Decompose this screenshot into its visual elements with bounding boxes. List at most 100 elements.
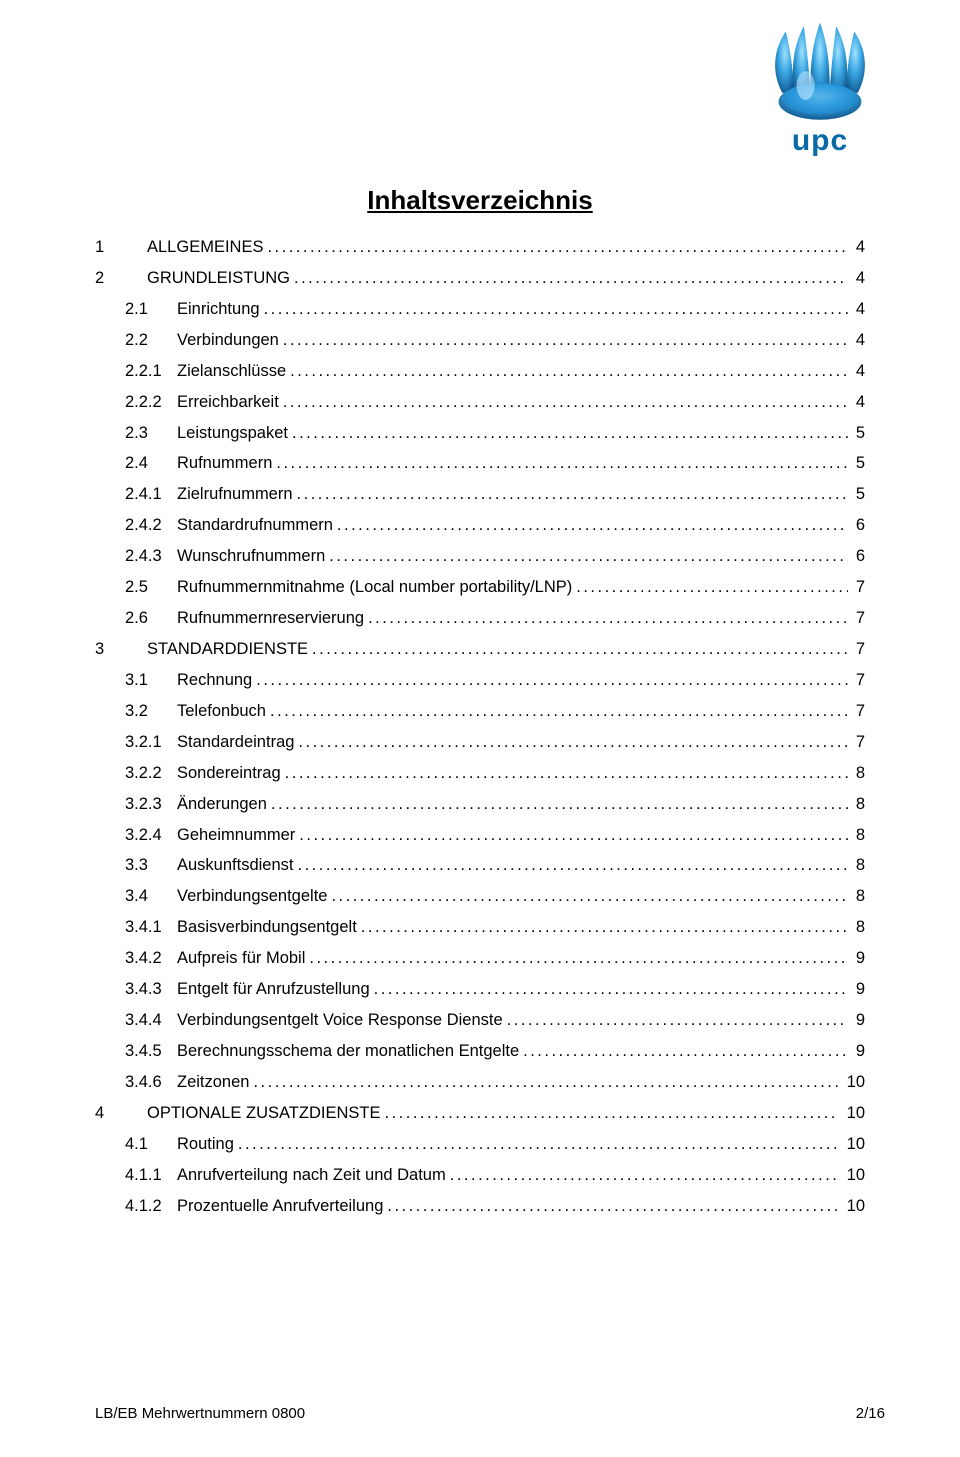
toc-entry[interactable]: 2.4.2Standardrufnummern6 (95, 514, 865, 538)
toc-leader (309, 947, 847, 971)
toc-leader (256, 669, 848, 693)
toc-leader (331, 885, 847, 909)
toc-entry[interactable]: 4OPTIONALE ZUSATZDIENSTE10 (95, 1102, 865, 1126)
toc-entry-page: 7 (852, 607, 865, 631)
toc-entry[interactable]: 3.4.4Verbindungsentgelt Voice Response D… (95, 1009, 865, 1033)
toc-leader (238, 1133, 839, 1157)
toc-entry-text: Standardeintrag (177, 731, 294, 755)
toc-entry[interactable]: 3.4.1Basisverbindungsentgelt8 (95, 916, 865, 940)
toc-entry-page: 8 (852, 916, 865, 940)
brand-logo: upc (755, 22, 885, 158)
toc-entry-page: 7 (852, 669, 865, 693)
toc-entry[interactable]: 3.1Rechnung7 (95, 669, 865, 693)
toc-leader (283, 391, 848, 415)
toc-entry-number: 3.4.6 (125, 1071, 177, 1095)
toc-entry-page: 8 (852, 762, 865, 786)
toc-leader (299, 824, 848, 848)
footer-right: 2/16 (856, 1405, 885, 1422)
toc-entry[interactable]: 3.4.5Berechnungsschema der monatlichen E… (95, 1040, 865, 1064)
toc-entry[interactable]: 2.6Rufnummernreservierung 7 (95, 607, 865, 631)
brand-wordmark: upc (755, 124, 885, 158)
toc-entry[interactable]: 3.3Auskunftsdienst8 (95, 854, 865, 878)
toc-leader (283, 329, 848, 353)
toc-entry-text: Verbindungsentgelt Voice Response Dienst… (177, 1009, 503, 1033)
toc-entry[interactable]: 3.2.2Sondereintrag8 (95, 762, 865, 786)
toc-entry[interactable]: 2.2Verbindungen4 (95, 329, 865, 353)
toc-entry[interactable]: 4.1.1Anrufverteilung nach Zeit und Datum… (95, 1164, 865, 1188)
toc-entry-page: 9 (852, 1009, 865, 1033)
toc-entry-number: 3.2.1 (125, 731, 177, 755)
toc-entry-page: 7 (852, 576, 865, 600)
toc-leader (450, 1164, 839, 1188)
toc-entry-text: Routing (177, 1133, 234, 1157)
toc-entry-number: 2.4.3 (125, 545, 177, 569)
toc-leader (253, 1071, 838, 1095)
toc-entry[interactable]: 2.1Einrichtung 4 (95, 298, 865, 322)
toc-entry-number: 2.4.2 (125, 514, 177, 538)
toc-leader (387, 1195, 838, 1219)
toc-entry-number: 2.4.1 (125, 483, 177, 507)
toc-entry-page: 7 (852, 700, 865, 724)
toc-entry[interactable]: 2.4.3Wunschrufnummern6 (95, 545, 865, 569)
toc-leader (523, 1040, 848, 1064)
toc-entry-page: 6 (852, 514, 865, 538)
toc-entry-number: 3.4.5 (125, 1040, 177, 1064)
toc-entry[interactable]: 3.2Telefonbuch7 (95, 700, 865, 724)
toc-entry-number: 2.2.2 (125, 391, 177, 415)
toc-leader (292, 422, 848, 446)
toc-leader (267, 236, 847, 260)
toc-entry[interactable]: 3.4Verbindungsentgelte8 (95, 885, 865, 909)
toc-entry[interactable]: 2.2.2Erreichbarkeit4 (95, 391, 865, 415)
toc-entry-page: 7 (852, 638, 865, 662)
toc-entry[interactable]: 3.2.4Geheimnummer8 (95, 824, 865, 848)
toc-entry[interactable]: 1ALLGEMEINES4 (95, 236, 865, 260)
toc-entry-number: 2.3 (125, 422, 177, 446)
toc-entry[interactable]: 3.2.3Änderungen8 (95, 793, 865, 817)
toc-entry-text: Einrichtung (177, 298, 260, 322)
toc-entry[interactable]: 2GRUNDLEISTUNG4 (95, 267, 865, 291)
toc-entry-page: 10 (843, 1071, 865, 1095)
toc-entry-page: 4 (852, 391, 865, 415)
toc-entry[interactable]: 2.2.1Zielanschlüsse4 (95, 360, 865, 384)
toc-entry-number: 3.3 (125, 854, 177, 878)
toc-entry[interactable]: 3.4.2Aufpreis für Mobil9 (95, 947, 865, 971)
toc-entry[interactable]: 2.3Leistungspaket5 (95, 422, 865, 446)
toc-leader (374, 978, 848, 1002)
toc-entry-page: 10 (843, 1133, 865, 1157)
toc-entry-page: 4 (852, 298, 865, 322)
toc-leader (271, 793, 848, 817)
toc-leader (264, 298, 848, 322)
toc-entry-text: Zielanschlüsse (177, 360, 286, 384)
toc-entry-text: Rufnummernreservierung (177, 607, 364, 631)
toc-entry-number: 3.2.4 (125, 824, 177, 848)
toc-entry-page: 9 (852, 1040, 865, 1064)
toc-entry[interactable]: 3.4.3Entgelt für Anrufzustellung9 (95, 978, 865, 1002)
toc-entry-number: 2.2.1 (125, 360, 177, 384)
toc-entry[interactable]: 3.4.6Zeitzonen10 (95, 1071, 865, 1095)
toc-entry-page: 7 (852, 731, 865, 755)
toc-entry[interactable]: 2.4Rufnummern5 (95, 452, 865, 476)
toc-entry[interactable]: 4.1.2Prozentuelle Anrufverteilung10 (95, 1195, 865, 1219)
toc-leader (329, 545, 848, 569)
toc-entry-number: 4.1.2 (125, 1195, 177, 1219)
page: upc Inhaltsverzeichnis 1ALLGEMEINES4 2GRU… (0, 0, 960, 1457)
toc-leader (297, 483, 848, 507)
toc-entry-number: 3 (95, 638, 147, 662)
toc-entry-number: 4 (95, 1102, 147, 1126)
toc-entry[interactable]: 3.2.1Standardeintrag 7 (95, 731, 865, 755)
toc-entry[interactable]: 2.4.1Zielrufnummern5 (95, 483, 865, 507)
toc-entry-page: 8 (852, 793, 865, 817)
toc-entry-page: 10 (843, 1164, 865, 1188)
toc-entry-text: Anrufverteilung nach Zeit und Datum (177, 1164, 446, 1188)
footer-left: LB/EB Mehrwertnummern 0800 (95, 1405, 305, 1422)
toc-entry-number: 2.6 (125, 607, 177, 631)
toc-entry[interactable]: 3STANDARDDIENSTE7 (95, 638, 865, 662)
toc-entry-page: 4 (852, 329, 865, 353)
toc-entry-number: 3.2 (125, 700, 177, 724)
toc-entry[interactable]: 4.1Routing10 (95, 1133, 865, 1157)
toc-entry-text: ALLGEMEINES (147, 236, 263, 260)
toc-entry-number: 2.1 (125, 298, 177, 322)
toc-entry-number: 2 (95, 267, 147, 291)
toc-entry[interactable]: 2.5Rufnummernmitnahme (Local number port… (95, 576, 865, 600)
toc-title: Inhaltsverzeichnis (95, 185, 865, 216)
